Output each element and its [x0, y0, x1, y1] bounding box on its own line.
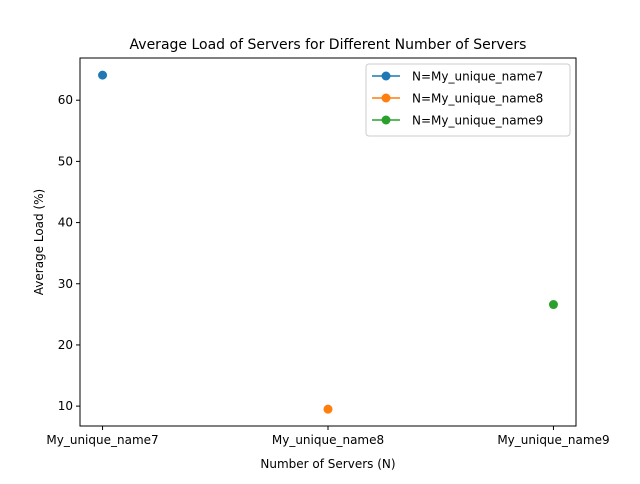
legend: N=My_unique_name7 N=My_unique_name8 N=My_u…: [365, 63, 571, 137]
legend-label: N=My_unique_name9: [412, 114, 543, 128]
legend-box: [365, 63, 571, 137]
y-tick-label: 10: [58, 399, 73, 413]
y-tick-label: 50: [58, 154, 73, 168]
x-tick-label: My_unique_name7: [46, 433, 158, 447]
x-tick-label: My_unique_name8: [272, 433, 384, 447]
series-N=My_unique_name7: [98, 70, 108, 80]
legend-marker: [381, 71, 391, 81]
y-tick-label: 30: [58, 277, 73, 291]
x-tick-label: My_unique_name9: [497, 433, 609, 447]
data-point: [548, 300, 558, 310]
data-point: [323, 404, 333, 414]
legend-label: N=My_unique_name7: [412, 70, 543, 84]
y-tick-label: 20: [58, 338, 73, 352]
y-axis-label: Average Load (%): [32, 189, 46, 295]
y-tick-label: 60: [58, 93, 73, 107]
y-axis: 10 20 30 40 50 60: [58, 93, 80, 413]
legend-label: N=My_unique_name8: [412, 92, 543, 106]
data-point: [98, 70, 108, 80]
legend-marker: [381, 93, 391, 103]
series-N=My_unique_name8: [323, 404, 333, 414]
y-tick-label: 40: [58, 216, 73, 230]
x-axis-label: Number of Servers (N): [260, 457, 395, 471]
legend-marker: [381, 115, 391, 125]
chart-title: Average Load of Servers for Different Nu…: [130, 37, 527, 53]
x-axis: My_unique_name7 My_unique_name8 My_unique_…: [46, 426, 610, 447]
series-layer: [98, 70, 558, 414]
series-N=My_unique_name9: [548, 300, 558, 310]
